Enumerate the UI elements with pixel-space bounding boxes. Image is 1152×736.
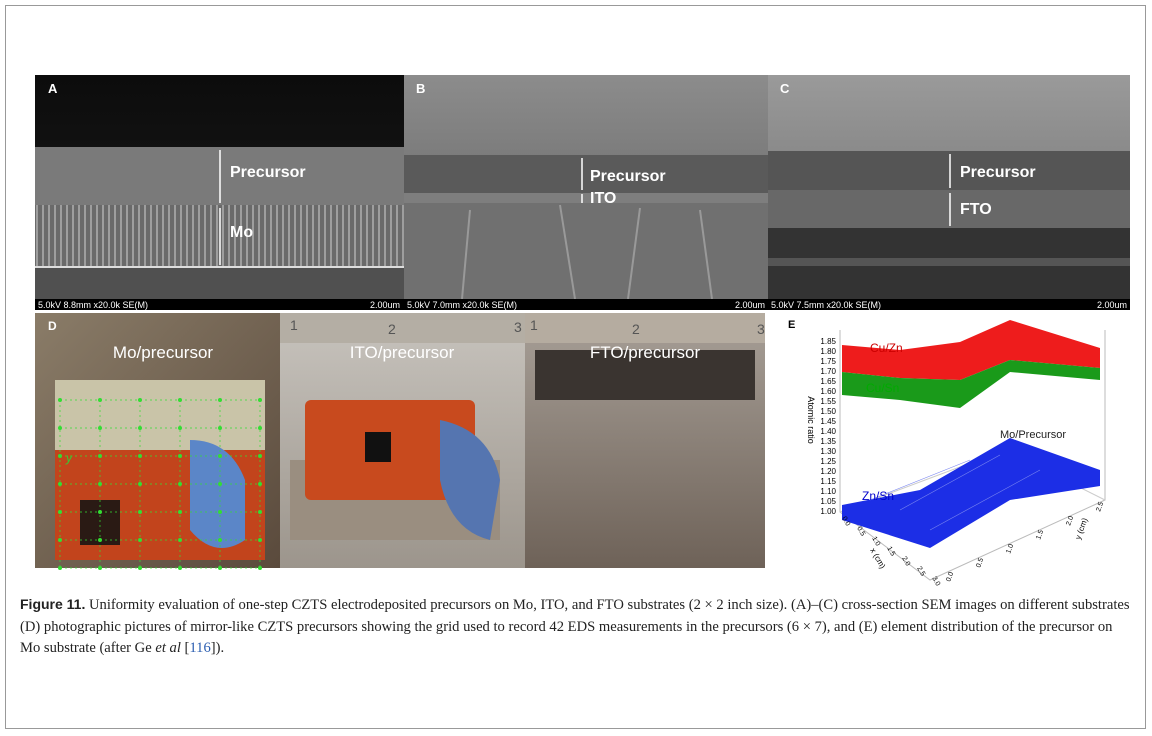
ruler-number: 2 bbox=[632, 321, 640, 337]
sem-c: C Precursor FTO 5.0kV 7.5mm x20.0k SE(M)… bbox=[768, 75, 1130, 310]
y-tick-label: 1.70 bbox=[820, 367, 836, 376]
sem-b: B Precursor ITO 5.0kV 7.0mm x20.0k SE(M)… bbox=[404, 75, 768, 310]
series-label: Cu/Zn bbox=[870, 341, 903, 355]
y-tick-label: 1.35 bbox=[820, 437, 836, 446]
ruler-number: 3 bbox=[757, 321, 765, 337]
y-tick-label: 1.40 bbox=[820, 427, 836, 436]
scale-label: 2.00um bbox=[370, 300, 400, 310]
y-tick-label: 1.25 bbox=[820, 457, 836, 466]
y-tick-label: 1.85 bbox=[820, 337, 836, 346]
annotation: Mo/Precursor bbox=[1000, 429, 1066, 441]
caption-italic: et al bbox=[155, 640, 181, 656]
grid-axis-label: y bbox=[65, 451, 73, 465]
photo-label: Mo/precursor bbox=[113, 343, 213, 362]
x-tick-label: 3.0 bbox=[930, 576, 941, 588]
photo-label: FTO/precursor bbox=[590, 343, 701, 362]
panel-label: C bbox=[780, 81, 790, 96]
ruler-number: 3 bbox=[514, 319, 522, 335]
ruler-number: 2 bbox=[388, 321, 396, 337]
series-label: Zn/Sn bbox=[862, 489, 894, 503]
photos-d: y D Mo/precursor ITO/precursor FTO/precu… bbox=[35, 313, 765, 570]
layer-label: Precursor bbox=[960, 164, 1036, 181]
y-tick-label: 1.15 bbox=[820, 477, 836, 486]
surface-plot-e: E Cu/Zn Cu/Sn Zn/Sn Mo/Precursor Atomic … bbox=[788, 319, 1105, 588]
photo-label: ITO/precursor bbox=[350, 343, 455, 362]
y-tick-label: 1.05 bbox=[820, 497, 836, 506]
sem-footer: 5.0kV 7.5mm x20.0k SE(M) bbox=[771, 300, 881, 310]
axis-title: x (cm) bbox=[868, 547, 887, 571]
layer-label: Precursor bbox=[590, 168, 666, 185]
layer-label: Precursor bbox=[230, 164, 306, 181]
y-tick-label: 1.75 bbox=[820, 357, 836, 366]
axis-title: Atomic ratio bbox=[806, 396, 816, 444]
x-tick-label: 1.0 bbox=[870, 536, 881, 548]
ruler-number: 1 bbox=[530, 317, 538, 333]
panel-label: E bbox=[788, 319, 795, 331]
y-tick-label: 1.50 bbox=[820, 407, 836, 416]
caption-text: ]). bbox=[211, 640, 224, 656]
citation-link[interactable]: 116 bbox=[189, 640, 210, 656]
caption-label: Figure 11. bbox=[20, 596, 85, 612]
page: A Precursor Mo 5.0kV 8.8mm x20.0k SE(M) … bbox=[0, 0, 1152, 736]
x-tick-label: 1.5 bbox=[885, 546, 896, 558]
panel-label: A bbox=[48, 81, 58, 96]
y-tick-label: 1.45 bbox=[820, 417, 836, 426]
axis-title: y (cm) bbox=[1073, 516, 1089, 540]
sem-footer: 5.0kV 8.8mm x20.0k SE(M) bbox=[38, 300, 148, 310]
panel-label: D bbox=[48, 319, 57, 333]
scale-label: 2.00um bbox=[735, 300, 765, 310]
scale-label: 2.00um bbox=[1097, 300, 1127, 310]
y-tick-label: 1.30 bbox=[820, 447, 836, 456]
y-tick-label: 1.10 bbox=[820, 487, 836, 496]
sem-footer: 5.0kV 7.0mm x20.0k SE(M) bbox=[407, 300, 517, 310]
x-tick-label: 2.0 bbox=[900, 556, 911, 568]
y-tick-label: 1.60 bbox=[820, 387, 836, 396]
layer-label: FTO bbox=[960, 201, 992, 218]
y-tick-label: 1.55 bbox=[820, 397, 836, 406]
x-tick-label: 0.5 bbox=[855, 526, 866, 538]
y-tick-label: 1.20 bbox=[820, 467, 836, 476]
panel-label: B bbox=[416, 81, 425, 96]
y-tick-label: 1.80 bbox=[820, 347, 836, 356]
ruler-number: 1 bbox=[290, 317, 298, 333]
layer-label: ITO bbox=[590, 190, 616, 207]
depth-tick-label: 2.0 bbox=[1065, 515, 1075, 527]
sem-a: A Precursor Mo 5.0kV 8.8mm x20.0k SE(M) … bbox=[35, 75, 404, 310]
series-label: Cu/Sn bbox=[866, 381, 899, 395]
figure: A Precursor Mo 5.0kV 8.8mm x20.0k SE(M) … bbox=[0, 0, 1152, 590]
depth-tick-label: 2.5 bbox=[1095, 501, 1105, 513]
y-tick-label: 1.65 bbox=[820, 377, 836, 386]
layer-label: Mo bbox=[230, 224, 253, 241]
y-tick-label: 1.00 bbox=[820, 507, 836, 516]
caption: Figure 11. Uniformity evaluation of one-… bbox=[20, 594, 1135, 660]
